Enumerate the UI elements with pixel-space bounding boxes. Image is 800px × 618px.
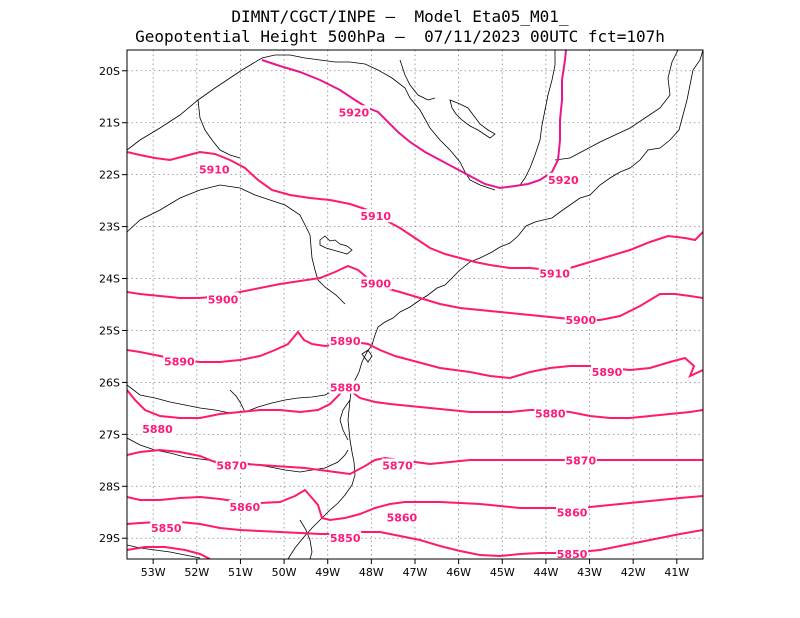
contour-label: 5910 (360, 210, 391, 223)
parana-border (127, 184, 346, 305)
lon-tick-label: 46W (446, 566, 471, 579)
lagoon (319, 235, 353, 255)
map-title-line1: DIMNT/CGCT/INPE – Model Eta05_M01_ (231, 7, 569, 26)
contour-label-background (163, 354, 196, 368)
contour-5850-south (127, 546, 211, 559)
contour-label-background (198, 162, 231, 176)
inland-border-4 (197, 99, 241, 159)
sao-paulo-border (127, 54, 496, 191)
coastline-and-borders (127, 50, 703, 559)
lon-tick-label: 47W (403, 566, 428, 579)
lon-tick-label: 48W (359, 566, 384, 579)
contour-label: 5860 (557, 506, 588, 519)
lat-tick-label: 20S (99, 65, 120, 78)
lat-tick-label: 24S (99, 273, 120, 286)
contour-5850 (127, 521, 703, 558)
contour-label: 5880 (330, 382, 361, 395)
contour-label-background (534, 406, 567, 420)
lon-tick-label: 45W (490, 566, 515, 579)
contour-label-background (207, 292, 239, 306)
rs-lagoon (299, 519, 313, 559)
contour-label-background (141, 422, 174, 436)
lon-tick-label: 44W (533, 566, 558, 579)
lat-tick-label: 27S (99, 428, 120, 441)
contour-label: 5870 (216, 460, 247, 473)
lon-tick-label: 53W (141, 566, 166, 579)
lat-tick-label: 25S (99, 324, 120, 337)
contour-label: 5850 (557, 548, 588, 561)
contour-label-background (547, 172, 580, 186)
lat-tick-label: 29S (99, 532, 120, 545)
contour-label-background (228, 500, 261, 514)
rj-border (554, 50, 679, 161)
lon-tick-label: 42W (621, 566, 646, 579)
contour-label-background (538, 266, 571, 280)
contour-5910 (127, 150, 703, 272)
lat-tick-label: 21S (99, 117, 120, 130)
mg-border (519, 50, 556, 186)
coast-island (361, 349, 373, 363)
contour-5920-west (261, 50, 567, 190)
contour-label: 5860 (230, 501, 261, 514)
contour-label-background (556, 505, 589, 519)
inland-border-3 (399, 59, 436, 101)
contour-label: 5890 (330, 335, 361, 348)
axis-labels: 53W 52W 51W 50W 49W 48W 47W 46W 45W 44W 43W 42W 41W 2… (99, 65, 689, 579)
lon-tick-label: 49W (315, 566, 340, 579)
contour-label-background (329, 333, 362, 347)
contour-label-background (556, 546, 589, 559)
contour-label: 5890 (592, 366, 623, 379)
contour-label-background (564, 313, 597, 327)
contour-label-background (215, 458, 248, 472)
contour-label: 5870 (382, 460, 413, 473)
inland-border-2 (339, 399, 351, 441)
contour-5880 (127, 386, 703, 419)
contour-label: 5900 (208, 293, 239, 306)
contour-label: 5920 (548, 174, 579, 187)
lat-tick-label: 22S (99, 169, 120, 182)
lon-tick-label: 50W (272, 566, 297, 579)
contour-label: 5850 (151, 522, 182, 535)
lon-tick-label: 43W (577, 566, 602, 579)
contour-label-background (337, 105, 370, 119)
contour-label: 5880 (535, 408, 566, 421)
lon-tick-label: 41W (664, 566, 689, 579)
contour-label: 5900 (360, 278, 391, 291)
contour-label-background (381, 458, 414, 472)
contour-label-background (329, 380, 362, 394)
contour-label: 5920 (339, 106, 370, 119)
contour-labels: 5920 5920 5910 5910 5910 5900 5900 5900 5890 5890… (141, 105, 623, 561)
contour-label: 5880 (142, 423, 173, 436)
map-title-line2: Geopotential Height 500hPa – 07/11/2023 … (135, 27, 665, 46)
lat-tick-label: 28S (99, 480, 120, 493)
contour-label: 5890 (164, 356, 195, 369)
coastline (287, 50, 703, 559)
contour-label: 5870 (566, 454, 597, 467)
contour-label: 5910 (199, 163, 230, 176)
contour-label: 5850 (330, 532, 361, 545)
contour-label: 5910 (539, 267, 570, 280)
contour-5890 (127, 330, 703, 380)
contour-label-background (329, 531, 362, 545)
contour-label-background (564, 453, 597, 467)
contour-label: 5900 (566, 314, 597, 327)
reservoir (449, 99, 496, 139)
contour-label-background (359, 276, 392, 290)
contour-label-background (591, 365, 623, 379)
lon-tick-label: 51W (228, 566, 253, 579)
contour-label-background (385, 510, 418, 524)
lat-tick-label: 26S (99, 376, 120, 389)
contour-label-background (150, 520, 183, 534)
lat-tick-label: 23S (99, 221, 120, 234)
inland-border-1 (229, 389, 246, 413)
lon-tick-label: 52W (184, 566, 209, 579)
contour-label-background (359, 209, 392, 223)
contour-label: 5860 (387, 511, 418, 524)
